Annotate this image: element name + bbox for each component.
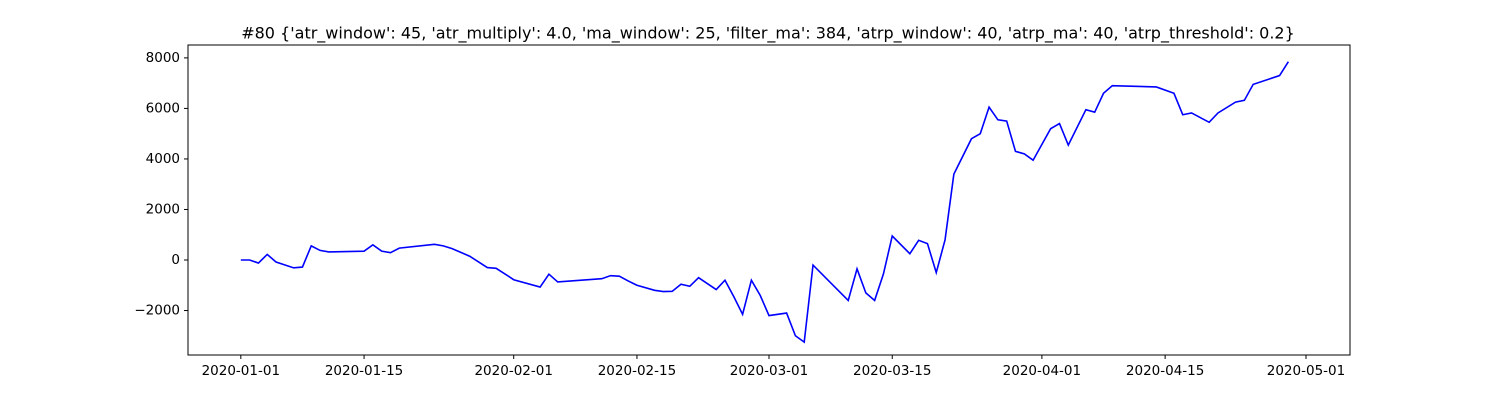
y-tick-label: 8000 <box>146 50 180 66</box>
y-tick-label: 0 <box>171 252 180 268</box>
y-tick-label: −2000 <box>134 303 180 319</box>
y-tick-label: 4000 <box>146 151 180 167</box>
y-tick-label: 6000 <box>146 100 180 116</box>
x-tick-label: 2020-03-15 <box>853 363 931 379</box>
x-tick-label: 2020-01-01 <box>202 363 280 379</box>
x-tick-label: 2020-05-01 <box>1267 363 1345 379</box>
x-tick-label: 2020-03-01 <box>730 363 808 379</box>
data-line <box>240 61 1290 344</box>
chart-title: #80 {'atr_window': 45, 'atr_multiply': 4… <box>241 24 1295 44</box>
x-tick-label: 2020-01-15 <box>325 363 403 379</box>
x-tick-label: 2020-02-15 <box>598 363 676 379</box>
y-tick-label: 2000 <box>146 201 180 217</box>
x-tick-label: 2020-04-01 <box>1003 363 1081 379</box>
plot-frame <box>187 44 1351 356</box>
x-tick-label: 2020-02-01 <box>474 363 552 379</box>
x-tick-label: 2020-04-15 <box>1126 363 1204 379</box>
